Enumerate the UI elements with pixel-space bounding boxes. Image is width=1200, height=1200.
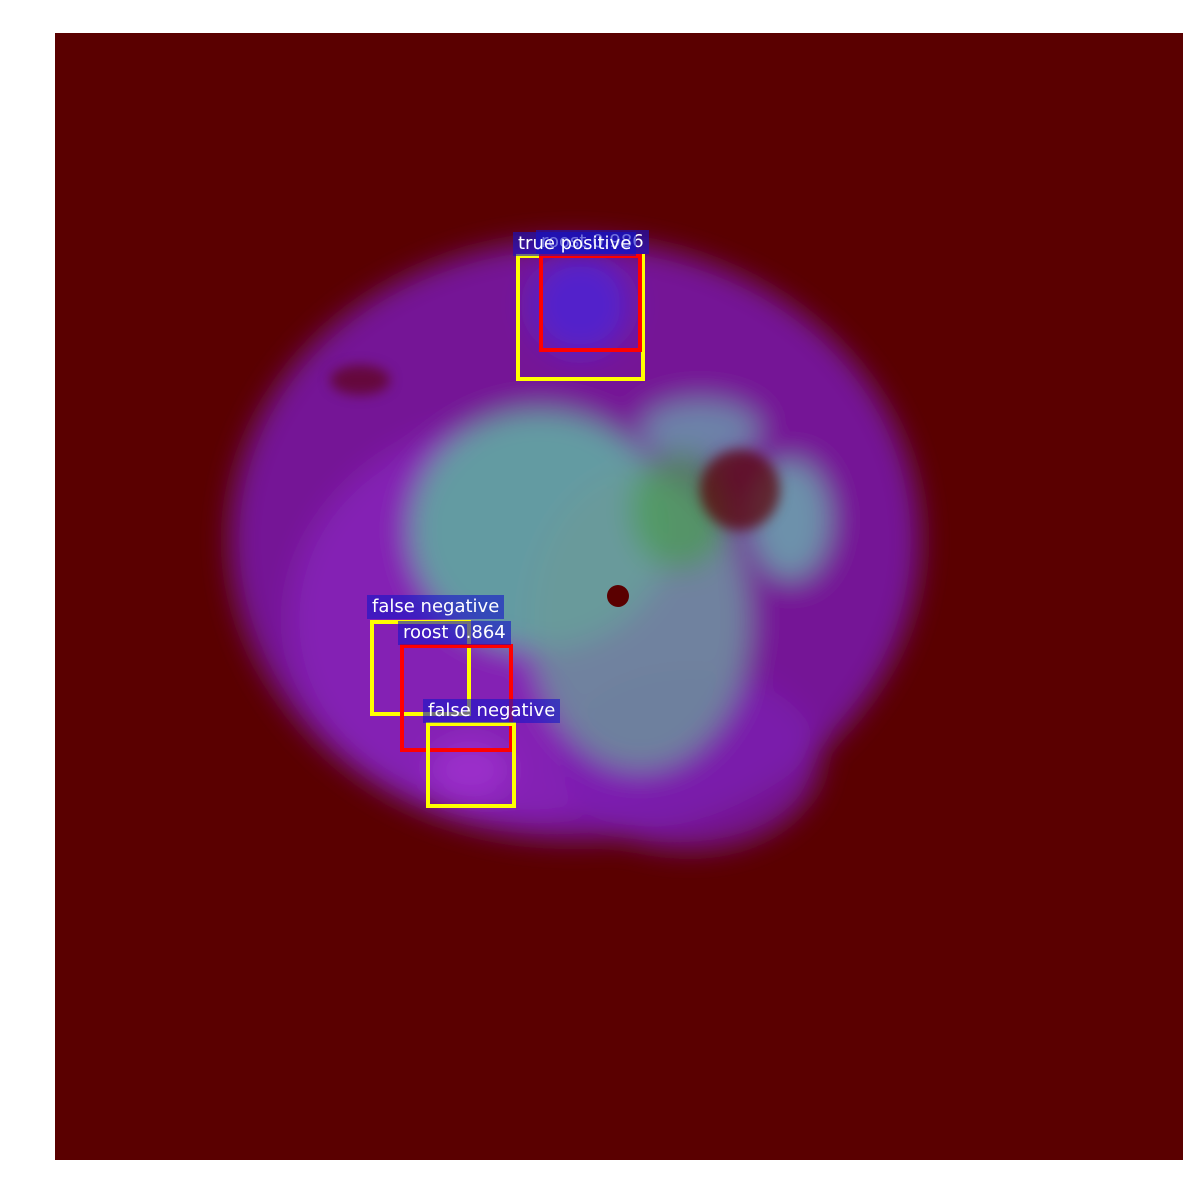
prediction-box [539,254,642,352]
detection-label: roost 0.864 [398,621,511,645]
detection-label: false negative [423,699,561,723]
ground-truth-box [426,722,516,808]
detection-label: false negative [367,595,505,619]
radar-center [607,585,629,607]
echo-holes [330,365,780,530]
detection-label: true positive [513,232,637,256]
prediction-box [400,644,513,752]
